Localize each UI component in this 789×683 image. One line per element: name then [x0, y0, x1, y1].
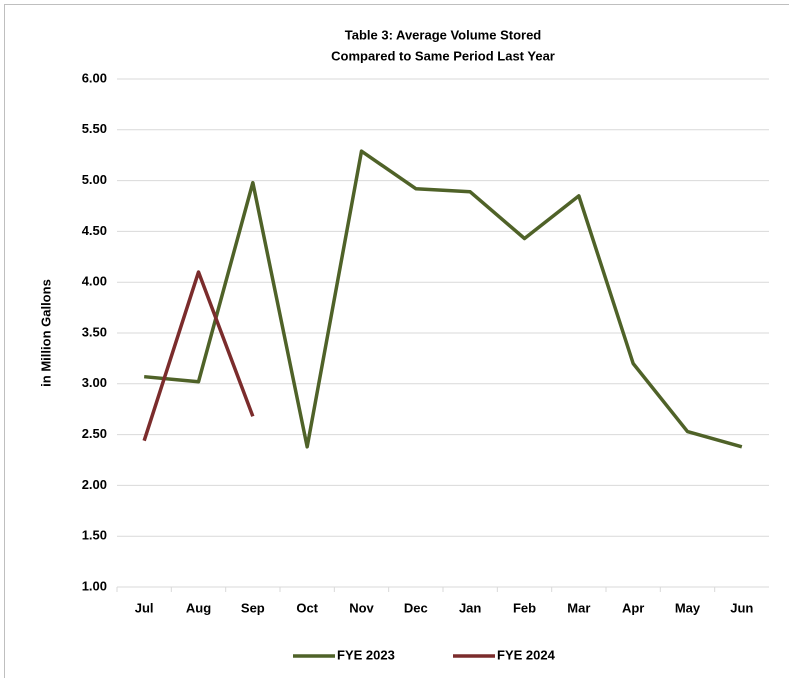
y-tick-label: 1.50 [82, 528, 107, 543]
chart-frame [5, 5, 789, 679]
x-tick-label: May [675, 600, 701, 615]
y-tick-label: 6.00 [82, 70, 107, 85]
x-tick-label: Dec [404, 600, 428, 615]
x-tick-label: Jun [730, 600, 753, 615]
chart-title: Compared to Same Period Last Year [331, 48, 555, 63]
x-tick-label: Oct [296, 600, 318, 615]
chart-title: Table 3: Average Volume Stored [345, 27, 542, 42]
y-tick-label: 1.00 [82, 578, 107, 593]
y-tick-label: 5.00 [82, 172, 107, 187]
y-tick-label: 4.00 [82, 274, 107, 289]
x-tick-label: Sep [241, 600, 265, 615]
y-tick-label: 2.00 [82, 477, 107, 492]
x-tick-label: Feb [513, 600, 536, 615]
x-tick-label: Jul [135, 600, 154, 615]
x-tick-label: Aug [186, 600, 211, 615]
y-tick-label: 4.50 [82, 223, 107, 238]
x-tick-label: Apr [622, 600, 644, 615]
y-tick-label: 3.00 [82, 375, 107, 390]
legend-label: FYE 2023 [337, 647, 395, 662]
y-tick-label: 5.50 [82, 121, 107, 136]
x-tick-label: Mar [567, 600, 590, 615]
legend-label: FYE 2024 [497, 647, 556, 662]
x-tick-label: Nov [349, 600, 374, 615]
y-tick-label: 2.50 [82, 426, 107, 441]
y-axis-label: in Million Gallons [38, 279, 53, 387]
y-tick-label: 3.50 [82, 324, 107, 339]
x-tick-label: Jan [459, 600, 481, 615]
